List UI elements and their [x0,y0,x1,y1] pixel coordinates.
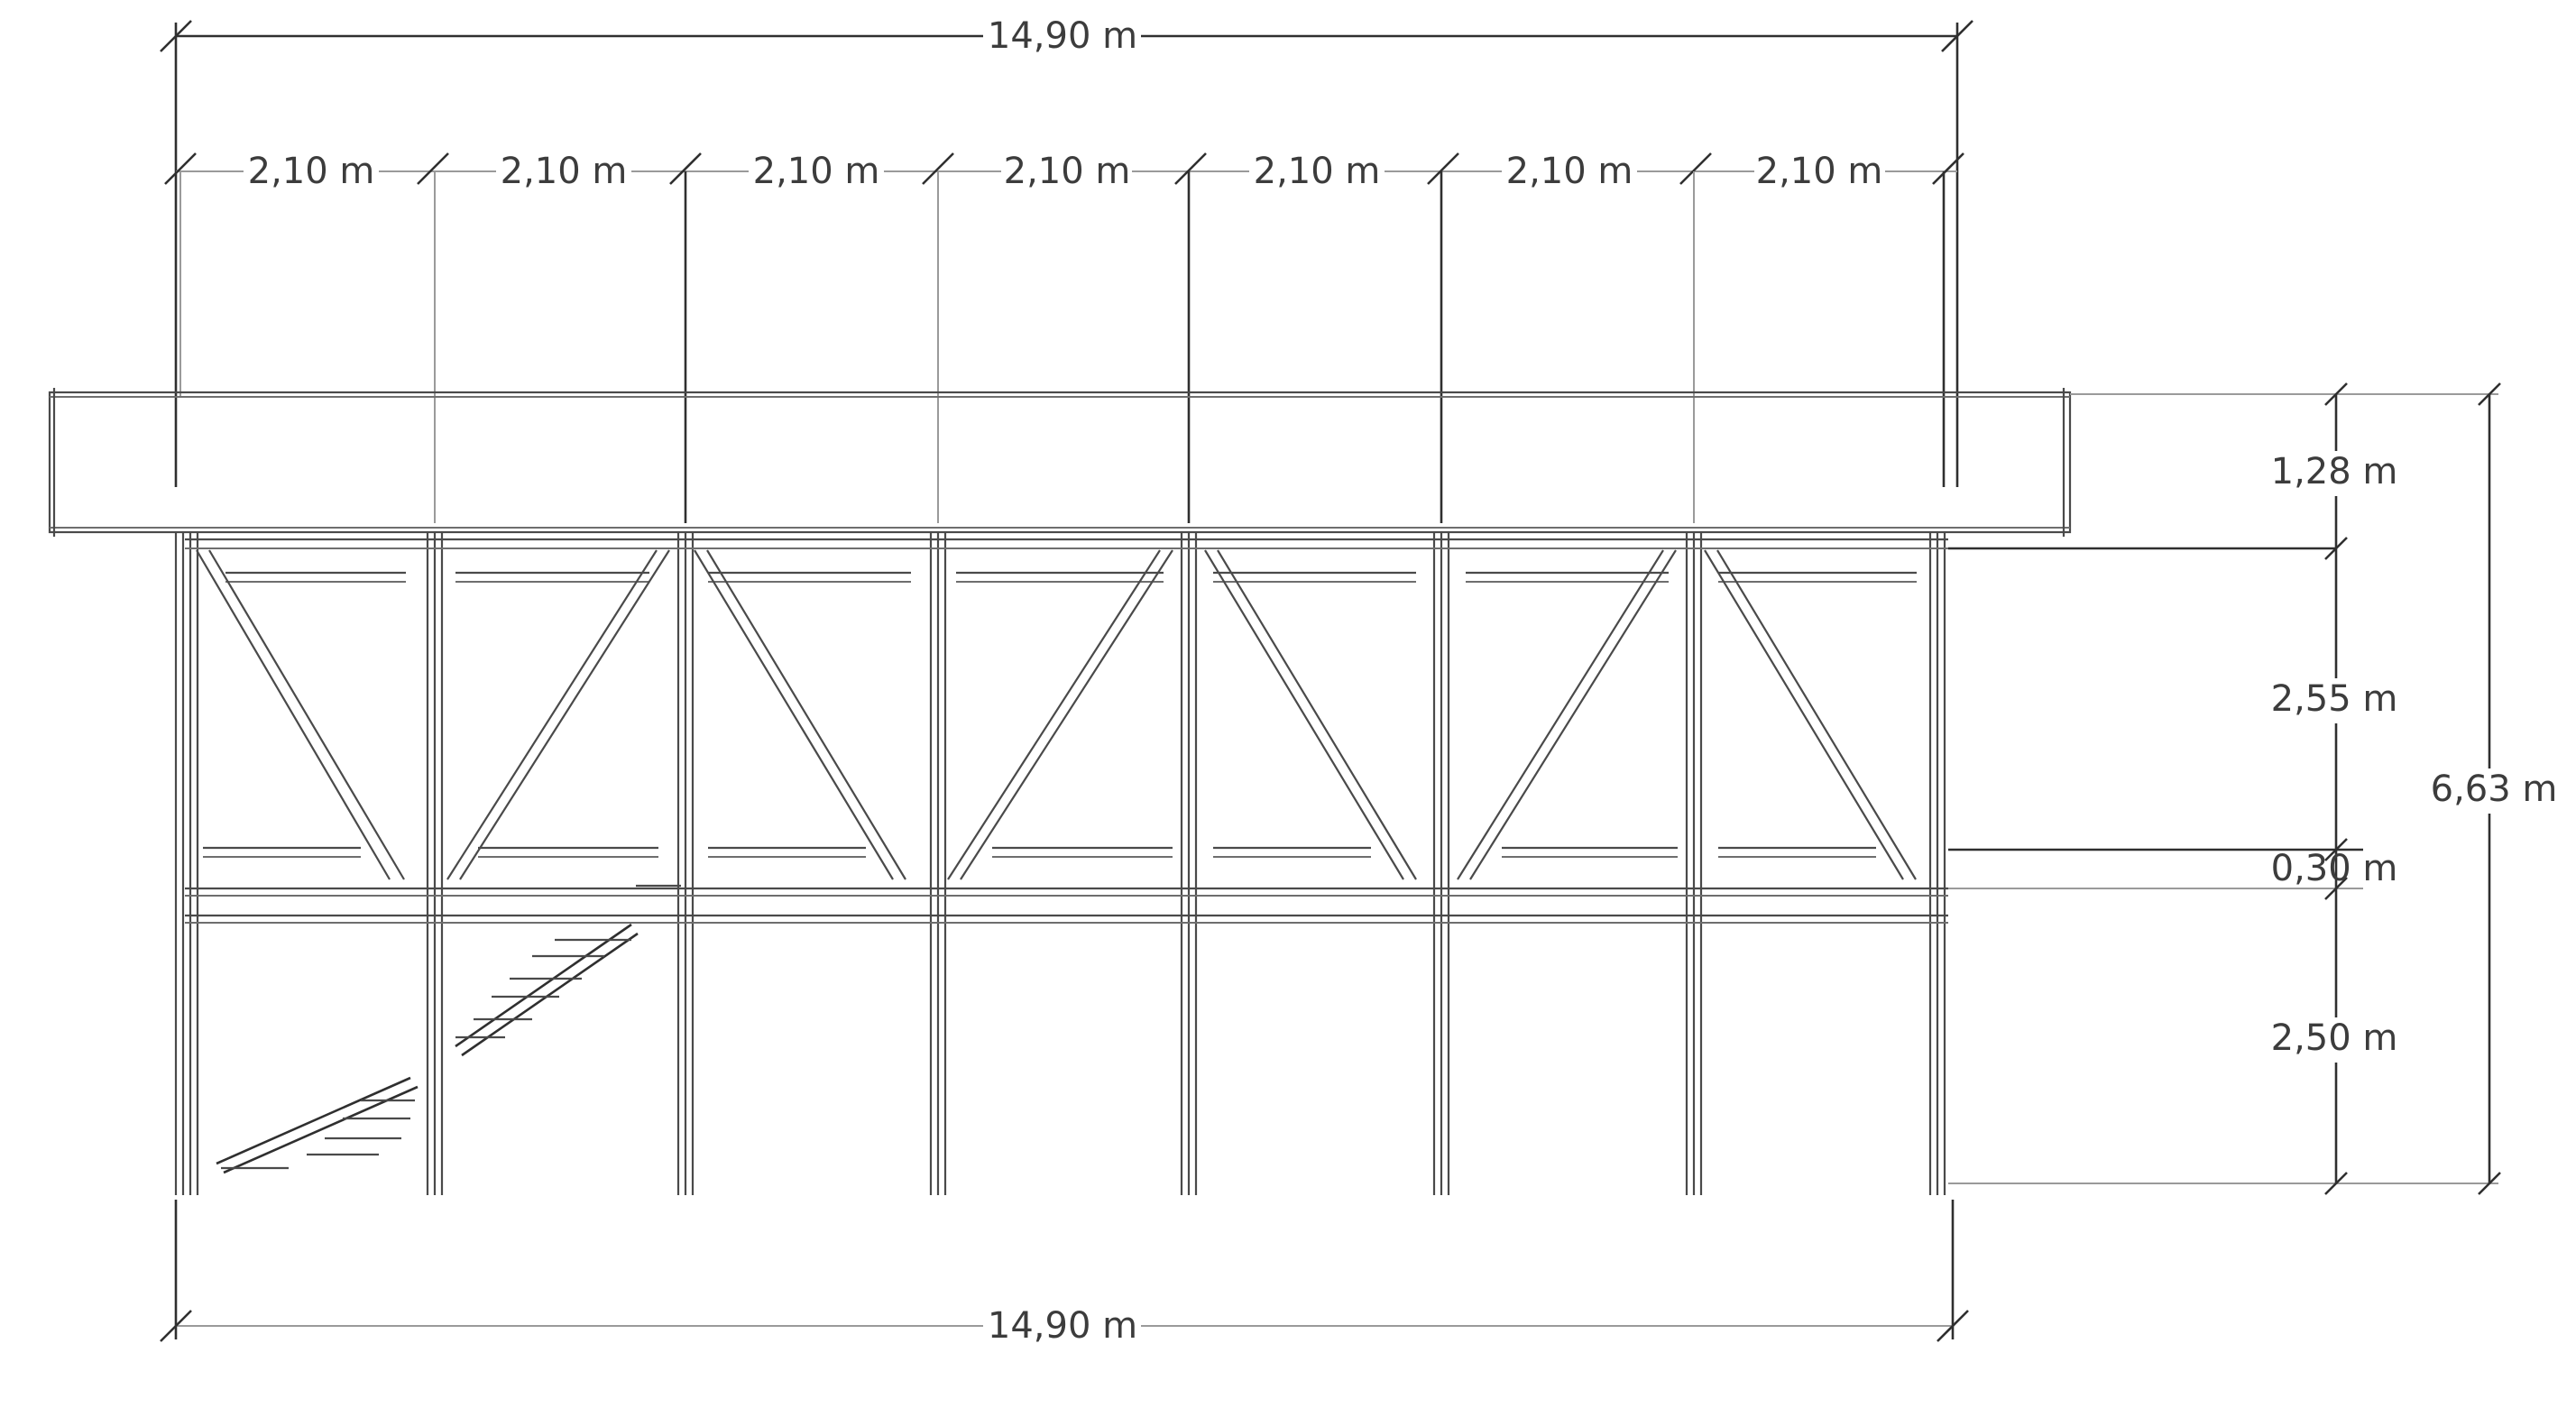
access-stair [216,923,639,1174]
bottom-total-label: 14,90 m [988,1305,1137,1347]
bay-label-3: 2,10 m [753,151,880,192]
deck-and-rails [185,846,1948,924]
upper-ledgers [185,538,1948,583]
height-label-top-band: 1,28 m [2271,451,2398,492]
bay-label-2: 2,10 m [501,151,628,192]
scaffold-standards [174,532,1946,1195]
bay-label-4: 2,10 m [1004,151,1131,192]
height-label-lower-lift: 2,50 m [2271,1017,2398,1059]
top-sheeting-band [48,388,2072,537]
bay-label-5: 2,10 m [1254,151,1381,192]
top-total-label: 14,90 m [988,15,1137,57]
diagonal-braces [196,549,1917,880]
bay-label-1: 2,10 m [248,151,375,192]
bay-dimension-line [164,152,1964,523]
height-label-deck: 0,30 m [2271,848,2398,889]
bay-labels: 2,10 m 2,10 m 2,10 m 2,10 m 2,10 m 2,10 … [248,151,1883,192]
height-dimensions [1948,382,2501,1195]
height-label-upper-lift: 2,55 m [2271,678,2398,720]
height-labels: 1,28 m 2,55 m 0,30 m 2,50 m 6,63 m [2255,451,2562,1063]
bay-label-7: 2,10 m [1756,151,1883,192]
height-label-total: 6,63 m [2431,768,2558,810]
bottom-total-dimension: 14,90 m [160,1200,1969,1347]
top-total-dimension: 14,90 m [160,15,1973,487]
bay-label-6: 2,10 m [1506,151,1633,192]
